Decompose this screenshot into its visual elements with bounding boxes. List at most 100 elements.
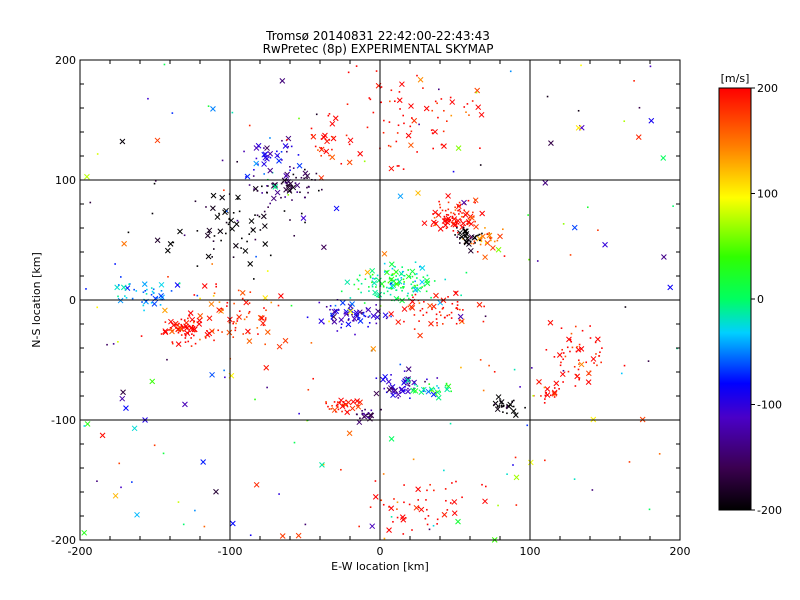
scatter-point bbox=[441, 307, 444, 310]
scatter-point bbox=[289, 165, 291, 168]
scatter-point bbox=[493, 240, 496, 243]
scatter-point-x bbox=[396, 97, 403, 104]
scatter-point bbox=[395, 275, 397, 277]
scatter-point bbox=[382, 473, 385, 475]
scatter-point-x bbox=[431, 219, 437, 226]
scatter-point bbox=[514, 456, 517, 459]
scatter-point bbox=[331, 404, 333, 407]
scatter-point bbox=[151, 290, 154, 293]
scatter-point bbox=[361, 409, 363, 412]
scatter-point bbox=[418, 123, 420, 126]
scatter-point-x bbox=[417, 76, 424, 83]
scatter-point bbox=[391, 274, 394, 277]
colorbar-tick-label: 100 bbox=[757, 188, 778, 201]
scatter-point bbox=[415, 273, 418, 275]
scatter-point bbox=[430, 225, 433, 227]
scatter-point bbox=[343, 312, 346, 315]
scatter-point bbox=[536, 260, 539, 262]
scatter-point bbox=[220, 239, 222, 242]
scatter-point-x bbox=[257, 314, 264, 321]
scatter-point bbox=[344, 403, 347, 405]
scatter-point bbox=[442, 130, 445, 133]
scatter-point-x bbox=[168, 318, 174, 325]
scatter-point bbox=[212, 240, 215, 242]
scatter-point bbox=[208, 231, 210, 234]
scatter-point bbox=[558, 388, 560, 390]
scatter-point bbox=[300, 176, 303, 179]
scatter-point-x bbox=[283, 186, 289, 193]
scatter-point-x bbox=[162, 307, 168, 314]
scatter-point bbox=[261, 192, 263, 194]
scatter-point bbox=[414, 261, 417, 264]
scatter-point-x bbox=[469, 214, 475, 221]
scatter-point bbox=[497, 504, 499, 507]
scatter-point bbox=[448, 314, 451, 316]
scatter-point bbox=[368, 97, 371, 99]
scatter-point bbox=[369, 98, 372, 101]
scatter-point bbox=[317, 149, 319, 151]
scatter-point bbox=[444, 316, 446, 319]
scatter-point bbox=[578, 343, 581, 346]
scatter-point bbox=[233, 321, 235, 323]
scatter-point bbox=[347, 318, 350, 320]
scatter-point bbox=[375, 70, 378, 72]
scatter-point bbox=[199, 338, 201, 341]
scatter-point bbox=[218, 212, 220, 215]
scatter-point-x bbox=[355, 403, 362, 410]
scatter-point bbox=[389, 100, 391, 103]
scatter-point bbox=[447, 201, 450, 204]
scatter-point-x bbox=[574, 373, 581, 380]
scatter-point-x bbox=[455, 518, 461, 525]
scatter-point bbox=[407, 387, 409, 390]
scatter-point bbox=[412, 281, 414, 283]
scatter-point bbox=[290, 304, 293, 307]
scatter-point bbox=[368, 286, 370, 288]
scatter-point bbox=[490, 239, 492, 242]
scatter-point bbox=[457, 222, 460, 225]
scatter-point bbox=[238, 310, 241, 312]
scatter-point bbox=[454, 213, 456, 216]
scatter-point bbox=[452, 230, 455, 232]
scatter-point-x bbox=[294, 182, 301, 189]
scatter-point bbox=[188, 325, 191, 328]
scatter-point bbox=[146, 288, 148, 291]
scatter-points bbox=[81, 63, 678, 543]
scatter-point-x bbox=[114, 284, 121, 291]
scatter-point-x bbox=[121, 240, 128, 247]
scatter-point bbox=[263, 173, 265, 175]
scatter-point-x bbox=[369, 267, 376, 274]
scatter-point bbox=[407, 305, 410, 308]
scatter-point bbox=[468, 114, 470, 116]
scatter-point bbox=[212, 329, 215, 332]
scatter-point bbox=[142, 304, 145, 307]
scatter-point-x bbox=[120, 389, 126, 396]
scatter-point-x bbox=[444, 386, 450, 393]
scatter-point bbox=[511, 400, 514, 403]
scatter-point-x bbox=[263, 364, 270, 371]
scatter-point bbox=[345, 134, 348, 137]
scatter-point bbox=[371, 281, 373, 284]
scatter-point-x bbox=[279, 533, 286, 539]
scatter-point bbox=[461, 320, 464, 322]
scatter-point bbox=[434, 224, 437, 227]
scatter-point bbox=[266, 270, 269, 272]
scatter-point-x bbox=[453, 290, 459, 297]
chart-title: Tromsø 20140831 22:42:00-22:43:43 bbox=[265, 29, 490, 43]
scatter-point bbox=[182, 523, 185, 526]
scatter-point bbox=[281, 159, 283, 161]
scatter-point bbox=[394, 266, 396, 268]
scatter-point-x bbox=[319, 462, 325, 468]
scatter-point-x bbox=[364, 269, 371, 276]
scatter-point bbox=[436, 324, 438, 327]
scatter-point-x bbox=[551, 389, 558, 396]
scatter-point-x bbox=[437, 226, 444, 232]
scatter-point bbox=[312, 377, 315, 380]
scatter-point bbox=[184, 333, 186, 335]
scatter-point bbox=[406, 295, 409, 297]
scatter-point-x bbox=[544, 386, 551, 392]
scatter-point bbox=[390, 516, 393, 518]
scatter-point-x bbox=[264, 145, 270, 151]
scatter-point-x bbox=[478, 111, 485, 118]
scatter-point-x bbox=[455, 217, 461, 224]
chart-subtitle: RwPretec (8p) EXPERIMENTAL SKYMAP bbox=[263, 42, 494, 56]
